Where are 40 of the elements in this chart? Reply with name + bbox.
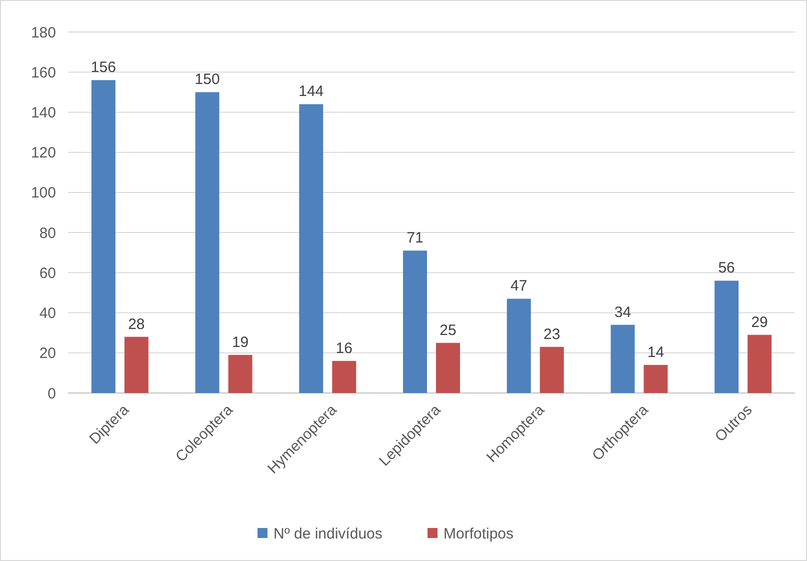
y-tick-label: 100 (30, 184, 56, 202)
bar (748, 334, 772, 393)
y-tick-label: 80 (39, 224, 56, 242)
data-label: 23 (544, 326, 560, 343)
data-label: 56 (718, 260, 735, 277)
bar (644, 364, 668, 393)
bar (610, 324, 635, 393)
data-label: 150 (194, 71, 220, 88)
data-label: 19 (232, 334, 249, 351)
data-label: 144 (298, 83, 324, 100)
data-label: 47 (510, 278, 528, 295)
bar (332, 360, 356, 393)
bar (124, 336, 148, 393)
bar (299, 104, 324, 393)
bar (436, 342, 460, 393)
y-tick-label: 180 (30, 24, 56, 42)
data-label: 14 (647, 344, 664, 361)
bar (195, 92, 220, 393)
data-label: 71 (406, 230, 424, 247)
data-label: 25 (440, 322, 456, 339)
bar (91, 80, 116, 393)
data-label: 16 (336, 340, 352, 357)
legend-label: Nº de indivíduos (274, 525, 382, 542)
y-tick-label: 20 (39, 345, 56, 362)
bar (714, 280, 739, 393)
bar (403, 250, 427, 393)
y-tick-label: 40 (39, 305, 56, 322)
y-tick-label: 120 (30, 144, 56, 162)
data-label: 34 (614, 304, 632, 321)
data-label: 28 (128, 316, 145, 333)
bar (228, 354, 252, 393)
y-tick-label: 60 (39, 264, 56, 282)
bar (540, 346, 564, 393)
y-tick-label: 0 (48, 385, 56, 402)
legend-label: Morfotipos (444, 525, 514, 542)
y-tick-label: 140 (30, 104, 56, 122)
bar (506, 298, 531, 393)
data-label: 156 (90, 59, 116, 76)
y-tick-label: 160 (30, 64, 56, 82)
data-label: 29 (751, 314, 768, 331)
